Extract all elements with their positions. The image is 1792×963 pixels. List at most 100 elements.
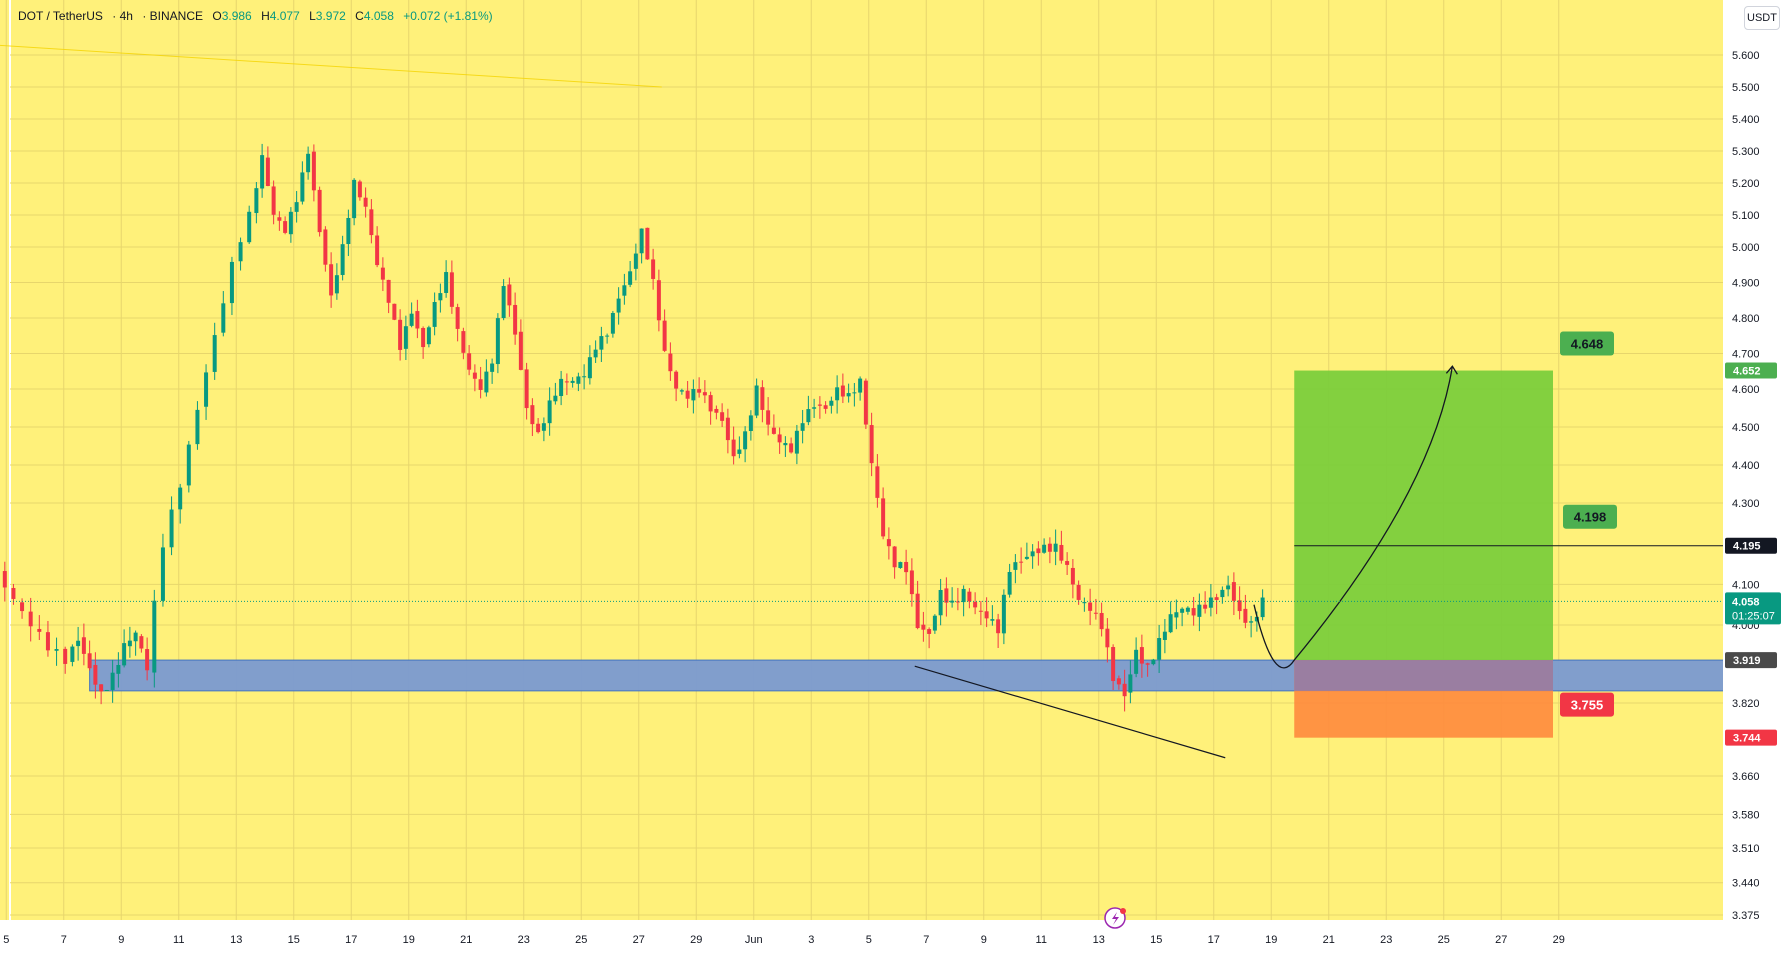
candle-body[interactable] <box>892 546 897 568</box>
candle-body[interactable] <box>817 404 822 406</box>
stop-tag-bg[interactable] <box>1560 692 1614 717</box>
candle-body[interactable] <box>990 619 995 621</box>
candle-body[interactable] <box>794 430 799 454</box>
candle-body[interactable] <box>651 259 656 279</box>
candle-body[interactable] <box>346 217 351 245</box>
candle-body[interactable] <box>628 271 633 285</box>
candle-body[interactable] <box>904 561 909 573</box>
candle-body[interactable] <box>37 628 42 632</box>
candle-body[interactable] <box>409 313 414 326</box>
candle-body[interactable] <box>1047 543 1052 552</box>
candle-body[interactable] <box>152 600 157 673</box>
candle-body[interactable] <box>1214 597 1219 600</box>
candle-body[interactable] <box>1174 612 1179 618</box>
candle-body[interactable] <box>99 684 104 692</box>
candle-body[interactable] <box>1208 597 1213 608</box>
profit-zone[interactable] <box>1294 370 1553 661</box>
candle-body[interactable] <box>639 228 644 254</box>
candle-body[interactable] <box>1042 544 1047 553</box>
candle-body[interactable] <box>518 331 523 370</box>
candle-body[interactable] <box>599 336 604 350</box>
candle-body[interactable] <box>426 327 431 345</box>
candle-body[interactable] <box>1070 567 1075 585</box>
symbol-name[interactable]: DOT / TetherUS <box>18 9 103 23</box>
candle-body[interactable] <box>2 571 7 588</box>
candle-body[interactable] <box>1082 602 1087 604</box>
interval-label[interactable]: 4h <box>119 9 133 23</box>
candle-body[interactable] <box>1116 678 1121 685</box>
candle-body[interactable] <box>352 179 357 219</box>
candle-body[interactable] <box>823 405 828 409</box>
candle-body[interactable] <box>656 280 661 321</box>
candle-body[interactable] <box>294 202 299 212</box>
candle-body[interactable] <box>708 395 713 412</box>
candle-body[interactable] <box>984 611 989 619</box>
candle-body[interactable] <box>789 443 794 453</box>
candle-body[interactable] <box>1151 659 1156 665</box>
candle-body[interactable] <box>685 390 690 399</box>
candle-body[interactable] <box>501 286 506 319</box>
candle-body[interactable] <box>1191 608 1196 616</box>
candle-body[interactable] <box>472 372 477 379</box>
candle-body[interactable] <box>277 217 282 221</box>
candle-body[interactable] <box>881 498 886 537</box>
candle-body[interactable] <box>317 189 322 233</box>
candle-body[interactable] <box>1139 647 1144 664</box>
candle-body[interactable] <box>582 376 587 378</box>
candle-body[interactable] <box>766 410 771 425</box>
candle-body[interactable] <box>76 640 81 647</box>
candle-body[interactable] <box>633 253 638 269</box>
candle-body[interactable] <box>1134 649 1139 674</box>
candle-body[interactable] <box>139 636 144 649</box>
currency-unit-button[interactable]: USDT <box>1744 6 1780 30</box>
candle-body[interactable] <box>852 392 857 394</box>
price-axis[interactable] <box>1723 0 1792 958</box>
candle-body[interactable] <box>1260 597 1265 618</box>
candle-body[interactable] <box>1197 604 1202 617</box>
candle-body[interactable] <box>415 311 420 329</box>
candle-body[interactable] <box>513 304 518 335</box>
candle-body[interactable] <box>392 303 397 320</box>
candle-body[interactable] <box>495 318 500 365</box>
candle-body[interactable] <box>110 672 115 690</box>
candle-body[interactable] <box>1231 582 1236 601</box>
candle-body[interactable] <box>127 640 132 647</box>
candle-body[interactable] <box>380 267 385 280</box>
candle-body[interactable] <box>444 272 449 293</box>
candle-body[interactable] <box>616 298 621 313</box>
candle-body[interactable] <box>375 235 380 266</box>
candle-body[interactable] <box>564 381 569 383</box>
candle-body[interactable] <box>955 601 960 603</box>
candle-body[interactable] <box>195 409 200 445</box>
candle-body[interactable] <box>104 689 109 691</box>
candle-body[interactable] <box>386 279 391 303</box>
candle-body[interactable] <box>605 335 610 337</box>
candle-body[interactable] <box>662 320 667 351</box>
candle-body[interactable] <box>1243 608 1248 623</box>
candle-body[interactable] <box>204 372 209 407</box>
candle-body[interactable] <box>858 378 863 393</box>
candle-body[interactable] <box>340 244 345 275</box>
candle-body[interactable] <box>1203 604 1208 609</box>
candle-body[interactable] <box>490 363 495 372</box>
candle-body[interactable] <box>160 547 165 601</box>
candle-body[interactable] <box>1145 663 1150 665</box>
candle-body[interactable] <box>570 380 575 383</box>
candle-body[interactable] <box>875 466 880 498</box>
candle-body[interactable] <box>1099 612 1104 630</box>
candle-body[interactable] <box>11 588 16 599</box>
candle-body[interactable] <box>524 369 529 409</box>
candle-body[interactable] <box>927 629 932 634</box>
candle-body[interactable] <box>944 588 949 603</box>
candle-body[interactable] <box>1185 607 1190 612</box>
candle-body[interactable] <box>1168 614 1173 633</box>
candle-body[interactable] <box>300 172 305 202</box>
candle-body[interactable] <box>20 602 25 612</box>
candle-body[interactable] <box>329 264 334 296</box>
candle-body[interactable] <box>840 385 845 397</box>
candle-body[interactable] <box>748 415 753 431</box>
candle-body[interactable] <box>28 611 33 627</box>
candle-body[interactable] <box>731 439 736 457</box>
candle-body[interactable] <box>467 353 472 370</box>
